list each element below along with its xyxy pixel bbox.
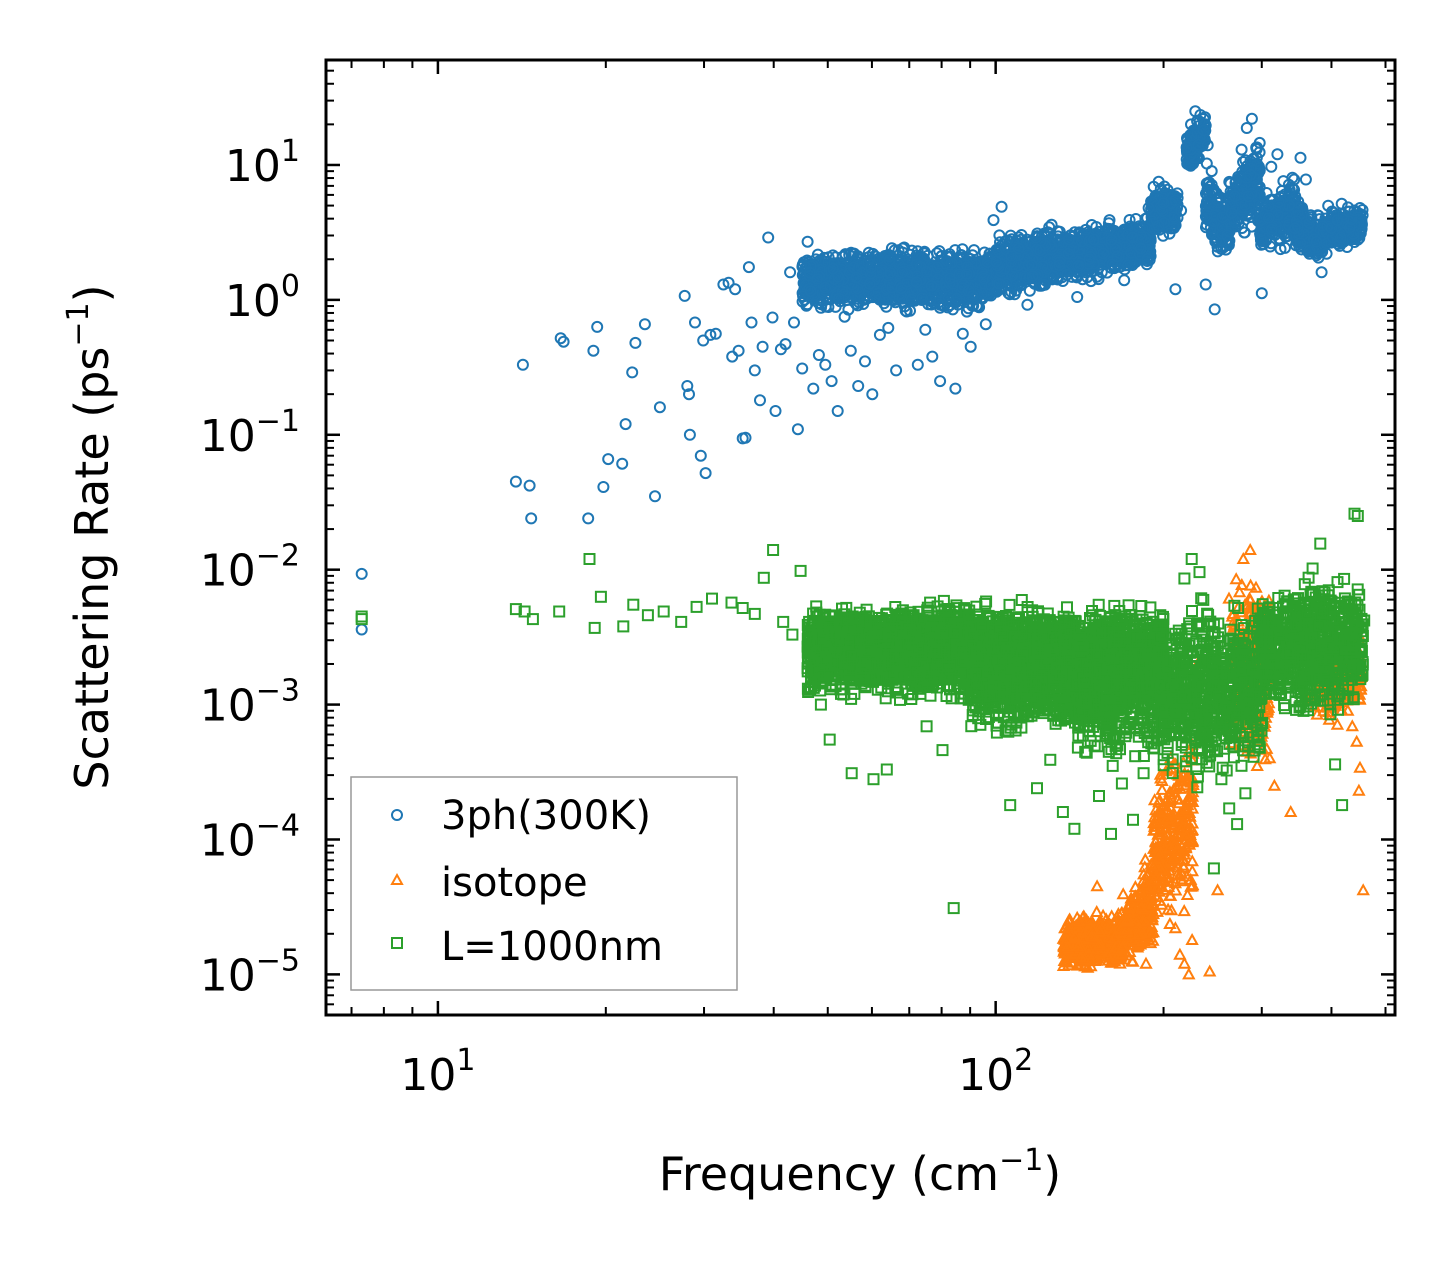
data-cloud-point-3ph (961, 261, 974, 273)
data-cloud-point-3ph (950, 292, 963, 305)
data-cloud-point-3ph (968, 244, 980, 257)
data-cloud-point-3ph (826, 249, 839, 262)
data-cloud-point-3ph (931, 261, 944, 274)
plot-area (355, 105, 1371, 980)
data-cloud-point-3ph (931, 273, 944, 286)
data-cloud-point-3ph (811, 273, 824, 285)
data-cloud-point-3ph (888, 244, 901, 257)
data-cloud-point-3ph (924, 294, 937, 306)
data-cloud-point-3ph (804, 285, 817, 298)
data-cloud-point-3ph (944, 272, 956, 285)
data-cloud-point-3ph (836, 285, 849, 298)
data-cloud-point-3ph (896, 246, 909, 259)
data-cloud-point-3ph (978, 272, 991, 285)
data-cloud-point-3ph (881, 269, 894, 282)
data-cloud-point-3ph (827, 262, 840, 275)
data-cloud-point-3ph (911, 245, 924, 258)
data-cloud-point-3ph (910, 276, 923, 289)
data-cloud-point-3ph (916, 292, 929, 305)
data-cloud-point-3ph (976, 266, 989, 279)
data-cloud-point-3ph (850, 271, 863, 284)
series-3ph (355, 105, 1369, 636)
data-cloud-point-3ph (832, 292, 845, 305)
data-cloud-point-3ph (921, 249, 934, 262)
data-cloud-point-3ph (864, 267, 877, 280)
data-cloud-point-3ph (925, 279, 938, 292)
data-cloud-point-3ph (819, 300, 832, 313)
data-cloud-point-3ph (819, 281, 832, 294)
data-cloud-point-3ph (920, 265, 933, 278)
data-cloud-point-3ph (884, 266, 897, 279)
data-cloud-point-3ph (945, 256, 958, 269)
data-cloud-point-3ph (839, 248, 852, 261)
data-cloud-point-3ph (803, 266, 816, 279)
data-cloud-point-3ph (857, 298, 870, 310)
data-cloud-point-3ph (862, 246, 875, 259)
data-cloud-point-3ph (803, 282, 816, 295)
data-cloud-point-3ph (910, 283, 923, 296)
data-cloud-point-3ph (896, 242, 909, 255)
data-cloud-point-3ph (968, 287, 981, 300)
data-cloud-point-3ph (883, 254, 896, 267)
data-cloud-point-3ph (960, 305, 973, 318)
data-cloud-point-3ph (862, 286, 875, 298)
data-cloud-point-3ph (828, 257, 841, 270)
data-cloud-point-3ph (895, 282, 908, 295)
data-cloud-point-3ph (901, 275, 914, 288)
data-cloud-point-3ph (906, 286, 919, 299)
data-cloud-point-3ph (962, 284, 975, 297)
data-cloud-point-3ph (960, 268, 973, 280)
data-cloud-point-3ph (865, 261, 877, 274)
